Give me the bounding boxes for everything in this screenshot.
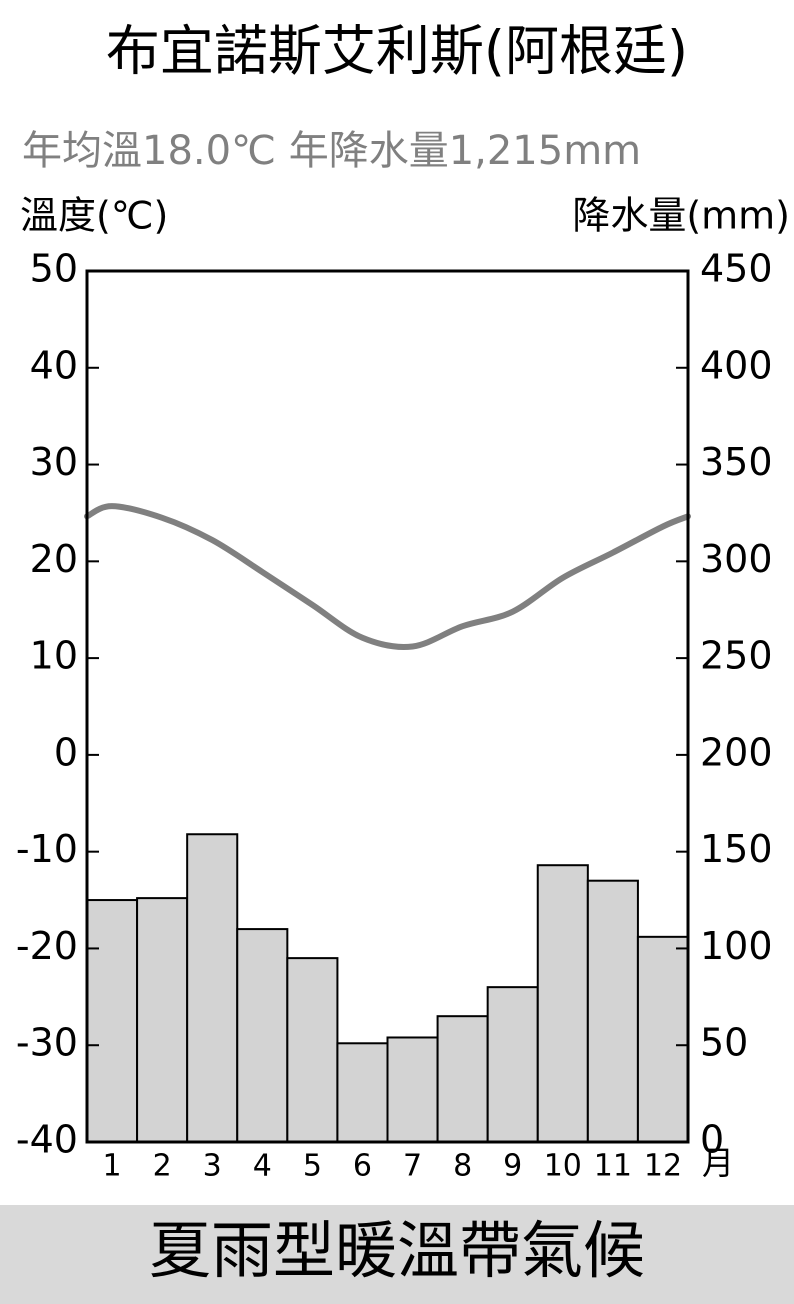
y2-tick-label: 50	[700, 1021, 748, 1065]
y2-tick-label: 300	[700, 537, 773, 581]
x-tick-label: 5	[303, 1149, 322, 1184]
x-tick-label: 11	[594, 1149, 632, 1184]
bar	[386, 1036, 439, 1143]
y2-tick-label: 450	[700, 247, 773, 291]
x-tick-label: 6	[353, 1149, 372, 1184]
temperature-line	[84, 503, 691, 650]
y2-axis-label: 降水量(mm)	[572, 194, 790, 238]
x-tick-label: 2	[153, 1149, 172, 1184]
plot-frame	[85, 269, 690, 1144]
x-tick-label: 9	[503, 1149, 522, 1184]
y2-tick-label: 150	[700, 827, 773, 871]
x-tick-label: 12	[644, 1149, 682, 1184]
y-tick-label: -20	[16, 924, 78, 968]
y-tick-label: 40	[30, 343, 78, 387]
bar	[136, 897, 189, 1143]
bar	[636, 935, 690, 1143]
bar	[436, 1015, 489, 1144]
y-tick-label: 20	[30, 537, 78, 581]
bar	[236, 928, 289, 1143]
y-tick-label: 0	[54, 730, 78, 774]
bar	[86, 899, 139, 1143]
y2-tick-label: 100	[700, 924, 773, 968]
bar	[536, 864, 589, 1144]
x-tick-label: 7	[403, 1149, 422, 1184]
y-tick-label: 30	[30, 440, 78, 484]
subtitle: 年均溫18.0℃ 年降水量1,215mm	[22, 128, 641, 174]
y2-tick-label: 250	[700, 634, 773, 678]
y-tick-label: -40	[16, 1118, 78, 1162]
y-tick-label: 10	[30, 634, 78, 678]
y-tick-label: -10	[16, 827, 78, 871]
bar	[286, 957, 339, 1143]
x-tick-label: 1	[102, 1149, 121, 1184]
x-tick-label: 4	[253, 1149, 272, 1184]
x-tick-label: 8	[453, 1149, 472, 1184]
y-tick-label: 50	[30, 247, 78, 291]
y-axis-label: 溫度(℃)	[20, 194, 168, 238]
y-tick-label: -30	[16, 1021, 78, 1065]
bar	[486, 986, 539, 1144]
bar	[586, 879, 639, 1143]
y2-tick-label: 400	[700, 343, 773, 387]
bar	[336, 1042, 389, 1143]
x-tick-label: 3	[203, 1149, 222, 1184]
footer-band	[0, 1205, 794, 1304]
y2-tick-label: 350	[700, 440, 773, 484]
y2-tick-label: 200	[700, 730, 773, 774]
footer: 夏雨型暖溫帶氣候	[149, 1214, 645, 1287]
chart-title: 布宜諾斯艾利斯(阿根廷)	[106, 20, 688, 83]
x-tick-label: 10	[544, 1149, 582, 1184]
bar	[186, 833, 239, 1143]
y2-tick-label: 0	[700, 1118, 724, 1162]
x-unit: 月	[702, 1144, 734, 1182]
